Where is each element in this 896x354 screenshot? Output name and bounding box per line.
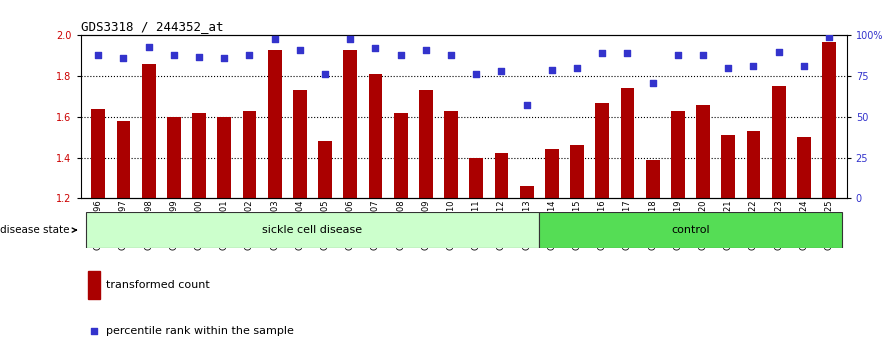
Bar	[419, 90, 433, 354]
Bar	[393, 113, 408, 354]
Point	[495, 68, 509, 74]
Text: control: control	[671, 225, 710, 235]
Bar	[570, 145, 584, 354]
Point	[582, 96, 596, 102]
Bar	[646, 160, 659, 354]
Bar	[142, 64, 156, 354]
Point	[268, 36, 282, 41]
Bar	[595, 103, 609, 354]
Point	[192, 54, 206, 59]
Point	[116, 55, 131, 61]
Point	[797, 63, 811, 69]
Bar	[167, 117, 181, 354]
Point	[822, 34, 836, 40]
Point	[645, 80, 659, 85]
Bar	[621, 88, 634, 354]
Point	[242, 52, 256, 58]
Bar	[293, 90, 306, 354]
Bar	[797, 137, 811, 354]
Point	[217, 55, 231, 61]
Bar	[343, 50, 358, 354]
Bar	[368, 74, 383, 354]
Point	[167, 52, 181, 58]
Bar	[192, 113, 206, 354]
Point	[142, 44, 156, 50]
Point	[696, 52, 711, 58]
Bar	[721, 135, 736, 354]
Text: disease state: disease state	[0, 225, 76, 235]
Text: GDS3318 / 244352_at: GDS3318 / 244352_at	[81, 20, 223, 33]
Bar	[89, 271, 99, 299]
Text: transformed count: transformed count	[106, 280, 210, 290]
Bar	[823, 41, 836, 354]
Bar	[746, 131, 761, 354]
Bar	[243, 111, 256, 354]
Bar	[545, 149, 559, 354]
Point	[545, 67, 559, 73]
Bar	[671, 111, 685, 354]
Text: sickle cell disease: sickle cell disease	[263, 225, 363, 235]
Bar	[495, 154, 508, 354]
Point	[721, 65, 736, 71]
Point	[91, 52, 106, 58]
Point	[368, 46, 383, 51]
Bar	[520, 186, 534, 354]
Point	[418, 47, 433, 53]
Point	[318, 72, 332, 77]
Point	[393, 52, 408, 58]
Point	[444, 52, 458, 58]
Bar	[470, 158, 483, 354]
Point	[520, 103, 534, 108]
Bar	[539, 212, 841, 248]
Point	[570, 65, 584, 71]
Bar	[771, 86, 786, 354]
Point	[343, 36, 358, 41]
Point	[746, 63, 761, 69]
Bar	[91, 109, 105, 354]
Bar	[444, 111, 458, 354]
Bar	[696, 105, 710, 354]
Point	[470, 72, 484, 77]
Bar	[318, 141, 332, 354]
Text: percentile rank within the sample: percentile rank within the sample	[106, 326, 294, 336]
Bar	[268, 50, 281, 354]
Point	[671, 52, 685, 58]
Point	[620, 51, 634, 56]
Point	[771, 49, 786, 55]
Bar	[218, 117, 231, 354]
Point	[293, 47, 307, 53]
Bar	[86, 212, 539, 248]
Point	[595, 51, 609, 56]
Bar	[116, 121, 131, 354]
